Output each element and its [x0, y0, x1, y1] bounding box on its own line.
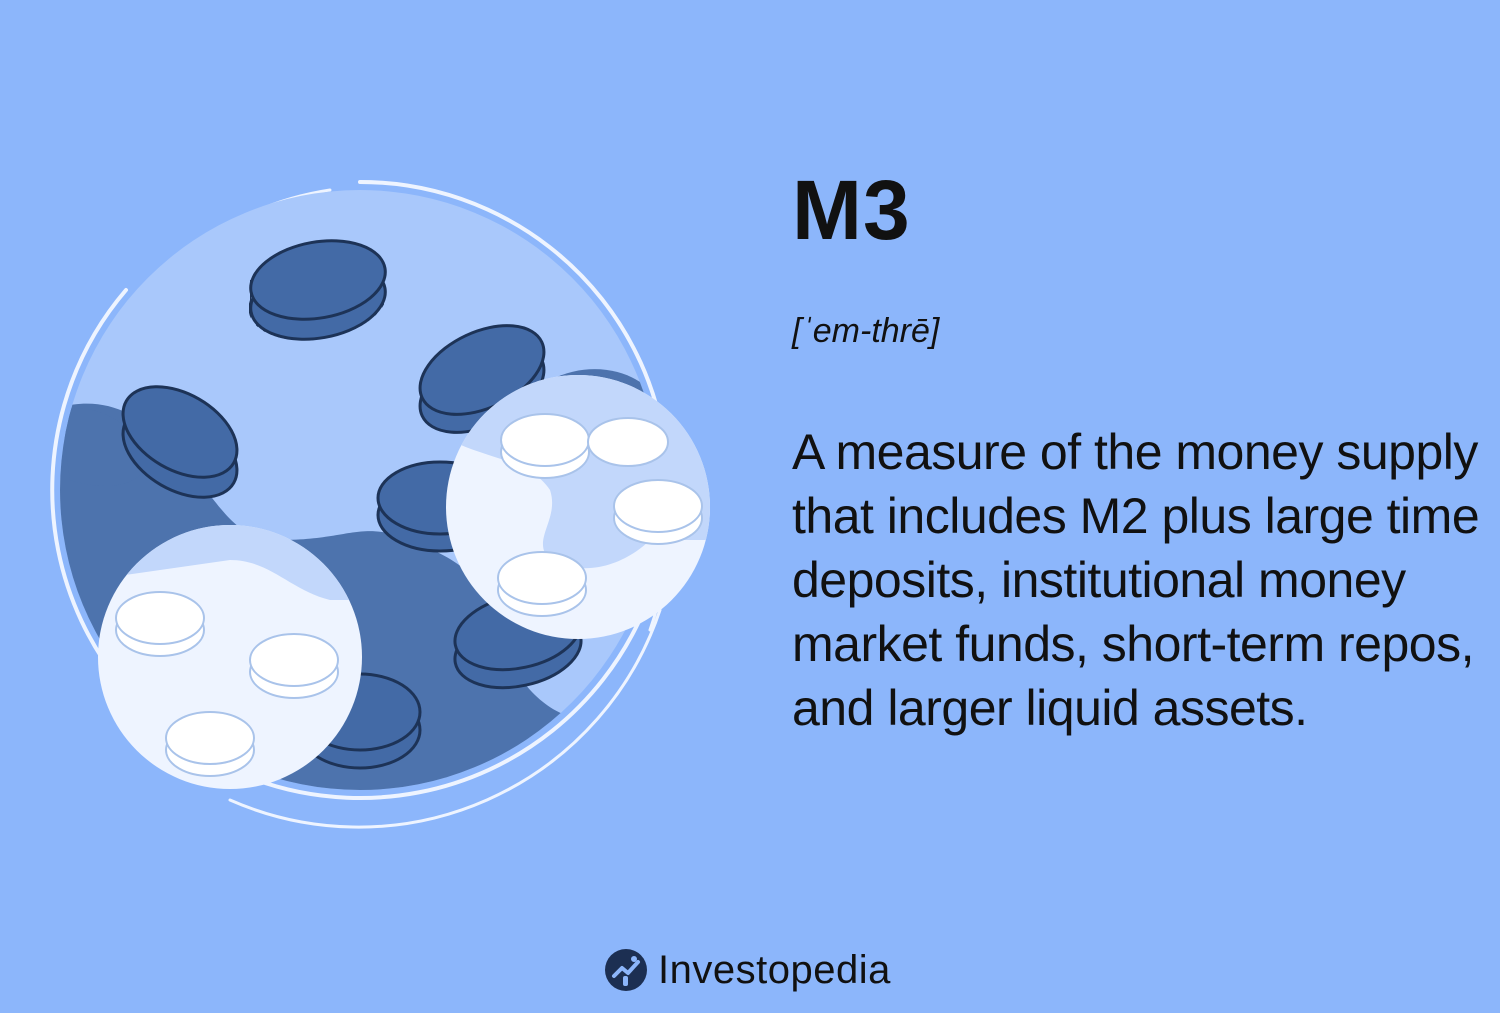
- coin: [248, 239, 387, 341]
- coin: [121, 385, 239, 499]
- coins-globe-illustration: [50, 180, 710, 829]
- definition-text: A measure of the money supply that inclu…: [792, 424, 1480, 736]
- coin-bubble: [98, 525, 362, 789]
- brand-name: Investopedia: [658, 948, 891, 992]
- brand[interactable]: Investopedia: [604, 944, 891, 996]
- coin-bubble: [446, 375, 710, 639]
- investopedia-logo-icon: [605, 949, 647, 991]
- pronunciation: [ˈem-thrē]: [792, 312, 940, 350]
- term-title: M3: [792, 163, 911, 257]
